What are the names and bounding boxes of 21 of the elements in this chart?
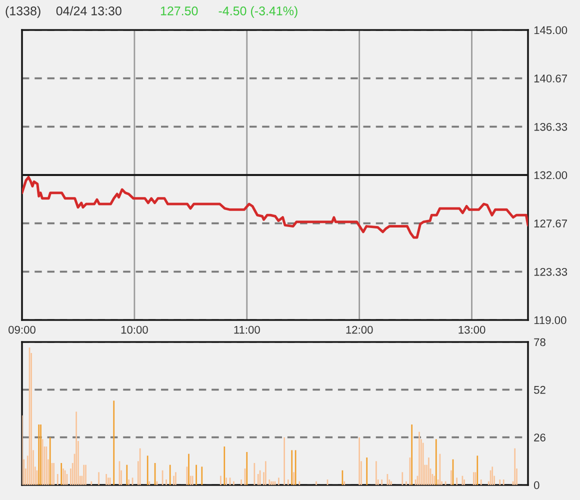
chart-title: (1338): [6, 6, 40, 18]
text: 127.50: [160, 6, 198, 16]
x-tick-label: 09:00: [8, 326, 36, 334]
y-tick-label: 132.00: [534, 171, 568, 180]
y-tick-label: 26: [534, 434, 546, 442]
x-tick-label: 12:00: [346, 326, 373, 334]
chart-subtitle: 04/24 13:30: [56, 6, 122, 16]
x-tick-label: 10:00: [121, 326, 148, 334]
line-series: [22, 176, 528, 239]
y-tick-label: 136.33: [534, 122, 568, 131]
y-tick-label: 127.67: [534, 220, 567, 228]
x-tick-label: 11:00: [234, 326, 260, 334]
y-tick-label: 145.00: [534, 26, 568, 34]
y-tick-label: 119.00: [534, 316, 566, 324]
y-tick-label: 52: [534, 386, 546, 394]
text: -4.50 (-3.41%): [218, 6, 298, 18]
y-tick-label: 140.67: [534, 74, 567, 82]
y-tick-label: 0: [534, 481, 540, 490]
y-tick-label: 78: [534, 338, 546, 346]
x-tick-label: 13:00: [458, 326, 486, 334]
y-tick-label: 123.33: [534, 268, 568, 276]
